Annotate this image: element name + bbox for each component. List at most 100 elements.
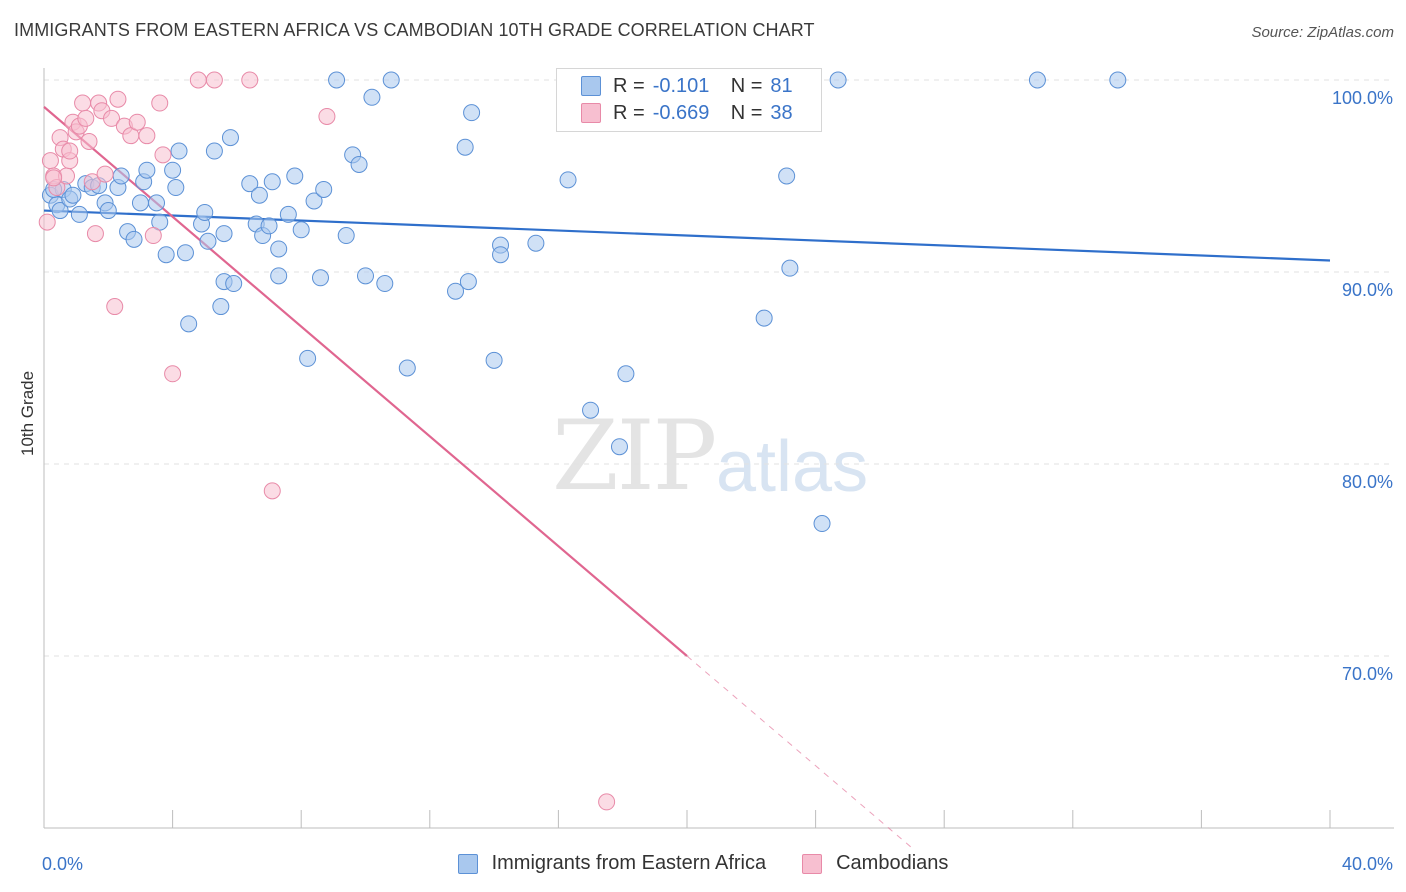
data-point-eastern-africa: [1109, 71, 1127, 89]
data-point-cambodians: [154, 146, 172, 164]
y-tick-label: 70.0%: [1342, 664, 1393, 684]
legend-r-value: -0.101: [652, 74, 710, 97]
bottom-legend-label: Immigrants from Eastern Africa: [491, 852, 767, 874]
x-tick-label: 0.0%: [42, 854, 83, 874]
data-point-eastern-africa: [382, 71, 400, 89]
data-point-eastern-africa: [125, 230, 143, 248]
data-point-eastern-africa: [279, 205, 297, 223]
data-point-eastern-africa: [463, 104, 481, 122]
data-point-cambodians: [318, 107, 336, 125]
data-point-eastern-africa: [180, 315, 198, 333]
data-point-eastern-africa: [357, 267, 374, 285]
y-tick-label: 100.0%: [1332, 88, 1393, 108]
legend-r-value: -0.669: [652, 101, 710, 124]
data-point-cambodians: [128, 113, 146, 131]
data-point-eastern-africa: [447, 282, 465, 300]
y-tick-label: 80.0%: [1342, 472, 1393, 492]
data-point-cambodians: [103, 109, 121, 127]
data-point-eastern-africa: [138, 161, 156, 179]
legend-swatch-blue: [581, 76, 601, 96]
bottom-legend: Immigrants from Eastern Africa Cambodian…: [0, 852, 1406, 875]
y-tick-label: 90.0%: [1342, 280, 1393, 300]
data-point-eastern-africa: [64, 186, 82, 204]
data-point-eastern-africa: [610, 438, 628, 456]
data-point-eastern-africa: [778, 167, 796, 185]
data-point-eastern-africa: [315, 180, 333, 198]
data-point-cambodians: [106, 298, 124, 316]
data-point-eastern-africa: [485, 351, 503, 369]
data-point-cambodians: [41, 152, 59, 170]
watermark-atlas: atlas: [716, 427, 869, 507]
data-point-eastern-africa: [270, 240, 288, 258]
legend-swatch-pink: [581, 103, 601, 123]
stats-legend: R = -0.101 N = 81 R = -0.669 N = 38: [556, 68, 822, 132]
trend-lines: [43, 106, 1331, 849]
bottom-legend-swatch-blue: [457, 853, 478, 874]
legend-r-label: R =: [613, 74, 645, 97]
data-point-cambodians: [80, 132, 98, 150]
data-point-eastern-africa: [164, 161, 182, 179]
data-point-eastern-africa: [131, 194, 149, 212]
legend-row-eastern-africa: R = -0.101 N = 81: [581, 73, 793, 99]
data-point-eastern-africa: [456, 138, 474, 156]
source-label: Source: ZipAtlas.com: [1251, 24, 1394, 41]
trendline-cambodians-extension: [686, 655, 913, 849]
legend-n-label: N =: [730, 101, 763, 124]
data-point-eastern-africa: [70, 205, 88, 223]
data-point-cambodians: [189, 71, 207, 89]
data-point-eastern-africa: [51, 202, 69, 220]
data-point-cambodians: [263, 482, 281, 500]
data-point-eastern-africa: [398, 359, 416, 377]
data-point-eastern-africa: [363, 88, 381, 106]
bottom-legend-eastern-africa: Immigrants from Eastern Africa: [457, 852, 767, 875]
data-point-cambodians: [45, 169, 63, 187]
data-point-eastern-africa: [215, 225, 233, 243]
data-point-eastern-africa: [196, 203, 214, 221]
data-point-cambodians: [144, 227, 162, 245]
legend-r-label: R =: [613, 101, 645, 124]
data-point-cambodians: [74, 94, 92, 112]
data-point-cambodians: [38, 213, 56, 231]
data-point-eastern-africa: [328, 71, 346, 89]
watermark-zip: ZIP: [552, 400, 717, 512]
data-point-cambodians: [151, 94, 169, 112]
data-point-eastern-africa: [582, 401, 600, 419]
data-point-eastern-africa: [292, 221, 310, 239]
data-point-eastern-africa: [199, 232, 217, 250]
data-point-eastern-africa: [157, 246, 175, 264]
data-point-eastern-africa: [241, 175, 259, 193]
series-eastern-africa-points: [41, 71, 1127, 533]
data-point-eastern-africa: [376, 275, 394, 293]
data-point-eastern-africa: [527, 234, 545, 252]
data-point-cambodians: [61, 142, 79, 160]
legend-n-label: N =: [730, 74, 763, 97]
data-point-eastern-africa: [829, 71, 847, 89]
data-point-cambodians: [164, 365, 182, 383]
data-point-cambodians: [83, 173, 101, 191]
data-point-eastern-africa: [311, 269, 329, 287]
bottom-legend-cambodians: Cambodians: [802, 852, 948, 875]
x-tick-label: 40.0%: [1342, 854, 1393, 874]
data-point-eastern-africa: [337, 227, 355, 245]
data-point-eastern-africa: [781, 259, 799, 277]
bottom-legend-label: Cambodians: [836, 852, 949, 874]
data-point-eastern-africa: [1028, 71, 1046, 89]
data-point-eastern-africa: [617, 365, 635, 383]
data-point-eastern-africa: [170, 142, 188, 160]
data-point-eastern-africa: [205, 142, 223, 160]
data-point-cambodians: [77, 109, 95, 127]
legend-n-value: 38: [770, 101, 793, 124]
data-point-eastern-africa: [286, 167, 304, 185]
chart-title: IMMIGRANTS FROM EASTERN AFRICA VS CAMBOD…: [14, 20, 815, 40]
data-point-eastern-africa: [176, 244, 194, 262]
data-point-cambodians: [109, 90, 127, 108]
data-point-cambodians: [241, 71, 259, 89]
data-point-eastern-africa: [99, 202, 117, 220]
gridlines: [44, 79, 1394, 657]
data-point-eastern-africa: [813, 515, 831, 533]
data-point-cambodians: [138, 127, 156, 145]
data-point-cambodians: [96, 165, 114, 183]
legend-n-value: 81: [770, 74, 793, 97]
data-point-eastern-africa: [350, 155, 368, 173]
